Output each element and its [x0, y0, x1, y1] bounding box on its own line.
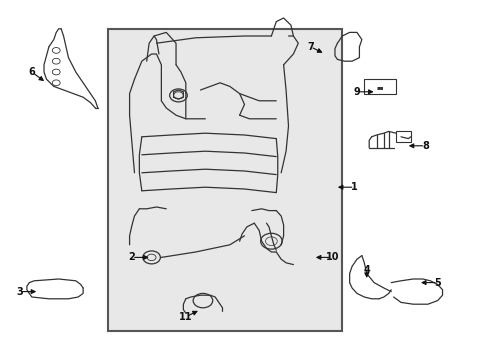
Text: 8: 8: [421, 141, 428, 151]
Text: 6: 6: [28, 67, 35, 77]
Circle shape: [52, 58, 60, 64]
Text: 11: 11: [179, 312, 192, 322]
Text: 3: 3: [16, 287, 23, 297]
Text: 4: 4: [363, 265, 369, 275]
Text: ▪▪: ▪▪: [376, 85, 384, 90]
Text: 5: 5: [433, 278, 440, 288]
Circle shape: [52, 48, 60, 53]
Text: 9: 9: [353, 87, 360, 97]
Text: 2: 2: [128, 252, 135, 262]
Bar: [364, 79, 395, 94]
Bar: [107, 29, 342, 331]
Bar: [395, 131, 410, 142]
Text: 7: 7: [306, 42, 313, 52]
Text: 1: 1: [350, 182, 357, 192]
Circle shape: [52, 80, 60, 86]
Circle shape: [52, 69, 60, 75]
Text: 10: 10: [325, 252, 339, 262]
